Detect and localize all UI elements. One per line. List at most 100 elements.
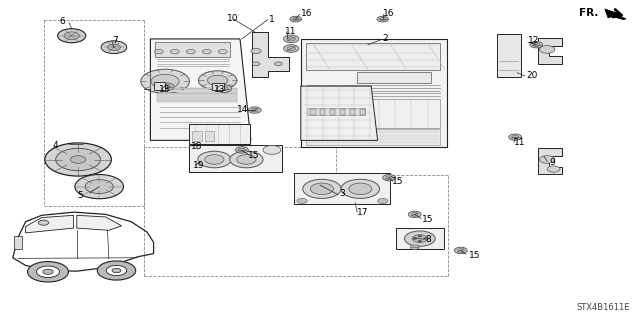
- Bar: [205, 131, 214, 141]
- Bar: [294, 173, 390, 204]
- Polygon shape: [77, 215, 122, 230]
- Circle shape: [418, 235, 422, 237]
- Bar: [157, 100, 237, 102]
- Circle shape: [154, 49, 163, 54]
- Text: 9: 9: [549, 158, 555, 167]
- Circle shape: [385, 176, 393, 179]
- Circle shape: [423, 238, 427, 240]
- Text: 11: 11: [285, 27, 296, 36]
- Text: 20: 20: [526, 71, 538, 80]
- Bar: [307, 108, 365, 115]
- Bar: [192, 131, 202, 141]
- Bar: [157, 88, 237, 89]
- Circle shape: [412, 235, 428, 242]
- Circle shape: [38, 220, 49, 225]
- Circle shape: [530, 41, 543, 48]
- Bar: [360, 109, 365, 115]
- Bar: [306, 129, 440, 145]
- Bar: [14, 236, 22, 249]
- Circle shape: [151, 74, 179, 88]
- Bar: [350, 109, 355, 115]
- Circle shape: [159, 83, 174, 91]
- Circle shape: [45, 143, 111, 176]
- Text: 15: 15: [248, 151, 260, 160]
- Circle shape: [540, 156, 555, 163]
- Circle shape: [170, 49, 179, 54]
- Bar: [189, 145, 282, 172]
- Bar: [320, 109, 325, 115]
- Text: 15: 15: [468, 251, 480, 260]
- Circle shape: [540, 46, 555, 53]
- Circle shape: [378, 198, 388, 204]
- Text: 18: 18: [191, 142, 202, 151]
- Circle shape: [97, 261, 136, 280]
- Bar: [330, 109, 335, 115]
- Polygon shape: [538, 38, 562, 64]
- Circle shape: [410, 245, 419, 249]
- Circle shape: [236, 147, 248, 153]
- Text: 14: 14: [237, 105, 248, 114]
- Bar: [340, 109, 345, 115]
- Polygon shape: [605, 9, 626, 20]
- Circle shape: [198, 151, 231, 168]
- Text: 13: 13: [159, 85, 170, 94]
- Circle shape: [230, 151, 263, 168]
- Bar: [157, 93, 237, 94]
- Polygon shape: [538, 148, 562, 174]
- Circle shape: [377, 16, 388, 22]
- Circle shape: [207, 75, 228, 85]
- Bar: [212, 83, 224, 90]
- Text: 8: 8: [426, 235, 431, 244]
- Circle shape: [263, 145, 281, 154]
- Text: 2: 2: [383, 34, 388, 43]
- Bar: [306, 99, 440, 128]
- Text: 12: 12: [528, 36, 540, 45]
- Text: 11: 11: [514, 138, 525, 147]
- Circle shape: [218, 49, 227, 54]
- Polygon shape: [150, 39, 251, 140]
- Circle shape: [380, 18, 386, 21]
- Bar: [357, 72, 431, 83]
- Circle shape: [547, 166, 560, 172]
- Circle shape: [216, 85, 232, 93]
- Circle shape: [28, 262, 68, 282]
- Circle shape: [303, 179, 341, 198]
- Circle shape: [108, 44, 120, 50]
- Circle shape: [284, 35, 299, 43]
- Text: 10: 10: [227, 14, 239, 23]
- Circle shape: [70, 156, 86, 163]
- Circle shape: [408, 211, 421, 218]
- Circle shape: [292, 18, 299, 21]
- Text: 15: 15: [392, 177, 403, 186]
- Bar: [396, 228, 444, 249]
- Bar: [157, 90, 237, 92]
- Circle shape: [512, 136, 519, 139]
- Circle shape: [162, 85, 171, 89]
- Circle shape: [237, 155, 256, 164]
- Circle shape: [252, 108, 259, 112]
- Circle shape: [36, 266, 60, 278]
- Circle shape: [310, 183, 333, 195]
- Bar: [155, 42, 230, 57]
- Circle shape: [341, 179, 380, 198]
- Circle shape: [75, 174, 124, 199]
- Circle shape: [186, 49, 195, 54]
- Polygon shape: [26, 215, 74, 233]
- Circle shape: [56, 148, 100, 171]
- Text: 3: 3: [339, 189, 345, 198]
- Text: 5: 5: [77, 191, 83, 200]
- Circle shape: [287, 37, 296, 41]
- Circle shape: [58, 29, 86, 43]
- Bar: [189, 124, 250, 144]
- Circle shape: [248, 107, 261, 113]
- Circle shape: [383, 174, 396, 181]
- Text: STX4B1611E: STX4B1611E: [577, 303, 630, 312]
- Circle shape: [297, 198, 307, 204]
- Polygon shape: [252, 32, 289, 77]
- Circle shape: [275, 62, 282, 66]
- Text: 16: 16: [301, 9, 312, 18]
- Circle shape: [454, 247, 467, 254]
- Bar: [310, 109, 316, 115]
- Circle shape: [412, 212, 419, 216]
- Bar: [157, 98, 237, 100]
